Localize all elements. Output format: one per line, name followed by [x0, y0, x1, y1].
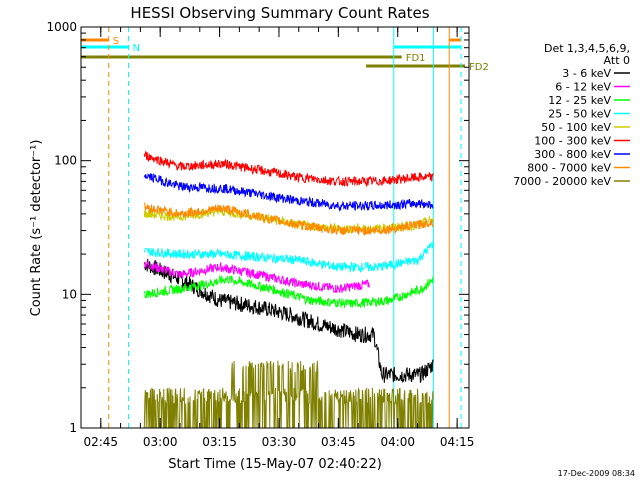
y-tick-label: 10 [62, 287, 77, 301]
legend-label: 6 - 12 keV [555, 81, 611, 94]
flag-label: S [113, 36, 119, 47]
flag-label: FD1 [406, 53, 426, 64]
series-lines [143, 150, 434, 429]
legend-header-attenuator: Att 0 [604, 54, 630, 67]
legend-label: 300 - 800 keV [534, 148, 611, 161]
x-tick-label: 03:30 [262, 435, 297, 449]
legend-label: 12 - 25 keV [548, 94, 611, 107]
series-line [143, 258, 434, 384]
flag-bars: S N FD1 FD2 [81, 36, 489, 73]
series-line [143, 173, 434, 212]
x-tick-label: 02:45 [83, 435, 118, 449]
x-tick-label: 04:15 [440, 435, 475, 449]
legend-label: 25 - 50 keV [548, 108, 611, 121]
x-axis-label: Start Time (15-May-07 02:40:22) [168, 457, 382, 472]
timestamp: 17-Dec-2009 08:34 [558, 469, 635, 478]
x-tick-label: 04:00 [380, 435, 415, 449]
legend-label: 3 - 6 keV [562, 67, 611, 80]
x-tick-label: 03:45 [321, 435, 356, 449]
y-tick-label: 1000 [46, 20, 77, 34]
legend-label: 50 - 100 keV [541, 121, 611, 134]
legend-label: 7000 - 20000 keV [513, 175, 611, 188]
flag-label: FD2 [469, 62, 489, 73]
legend-label: 800 - 7000 keV [527, 162, 611, 175]
chart-title: HESSI Observing Summary Count Rates [130, 4, 429, 22]
x-tick-label: 03:15 [202, 435, 237, 449]
x-tick-label: 03:00 [143, 435, 178, 449]
series-line [143, 274, 434, 309]
plot-frame [80, 26, 470, 429]
legend-label: 100 - 300 keV [534, 135, 611, 148]
legend-header-detectors: Det 1,3,4,5,6,9, [544, 42, 630, 55]
y-axis: 1 10 100 1000 [46, 20, 469, 435]
x-axis: 02:45 03:00 03:15 03:30 03:45 04:00 04:15 [80, 27, 475, 449]
series-line [143, 202, 434, 237]
y-tick-label: 100 [54, 154, 77, 168]
y-axis-label: Count Rate (s⁻¹ detector⁻¹) [29, 140, 44, 317]
series-line [143, 150, 434, 188]
y-tick-label: 1 [69, 421, 77, 435]
series-line [143, 260, 370, 294]
flag-label: N [133, 43, 140, 54]
series-line [143, 240, 434, 274]
